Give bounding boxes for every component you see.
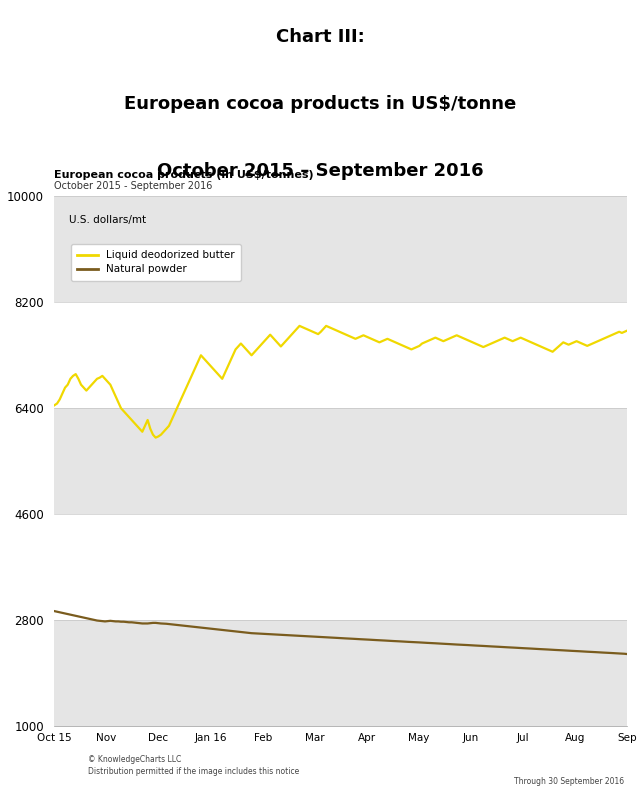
- Text: European cocoa products (in US$/tonnes): European cocoa products (in US$/tonnes): [54, 171, 314, 180]
- Legend: Liquid deodorized butter, Natural powder: Liquid deodorized butter, Natural powder: [71, 244, 241, 281]
- Text: U.S. dollars/mt: U.S. dollars/mt: [68, 215, 146, 225]
- Text: © KnowledgeCharts LLC
Distribution permitted if the image includes this notice: © KnowledgeCharts LLC Distribution permi…: [88, 755, 300, 776]
- Text: Through 30 September 2016: Through 30 September 2016: [514, 777, 624, 786]
- Text: Chart III:: Chart III:: [276, 28, 364, 46]
- Bar: [54, 302, 627, 408]
- Bar: [54, 514, 627, 620]
- Text: European cocoa products in US$/tonne: European cocoa products in US$/tonne: [124, 95, 516, 113]
- Text: October 2015 - September 2016: October 2015 - September 2016: [54, 181, 212, 191]
- Text: October 2015 – September 2016: October 2015 – September 2016: [157, 162, 483, 180]
